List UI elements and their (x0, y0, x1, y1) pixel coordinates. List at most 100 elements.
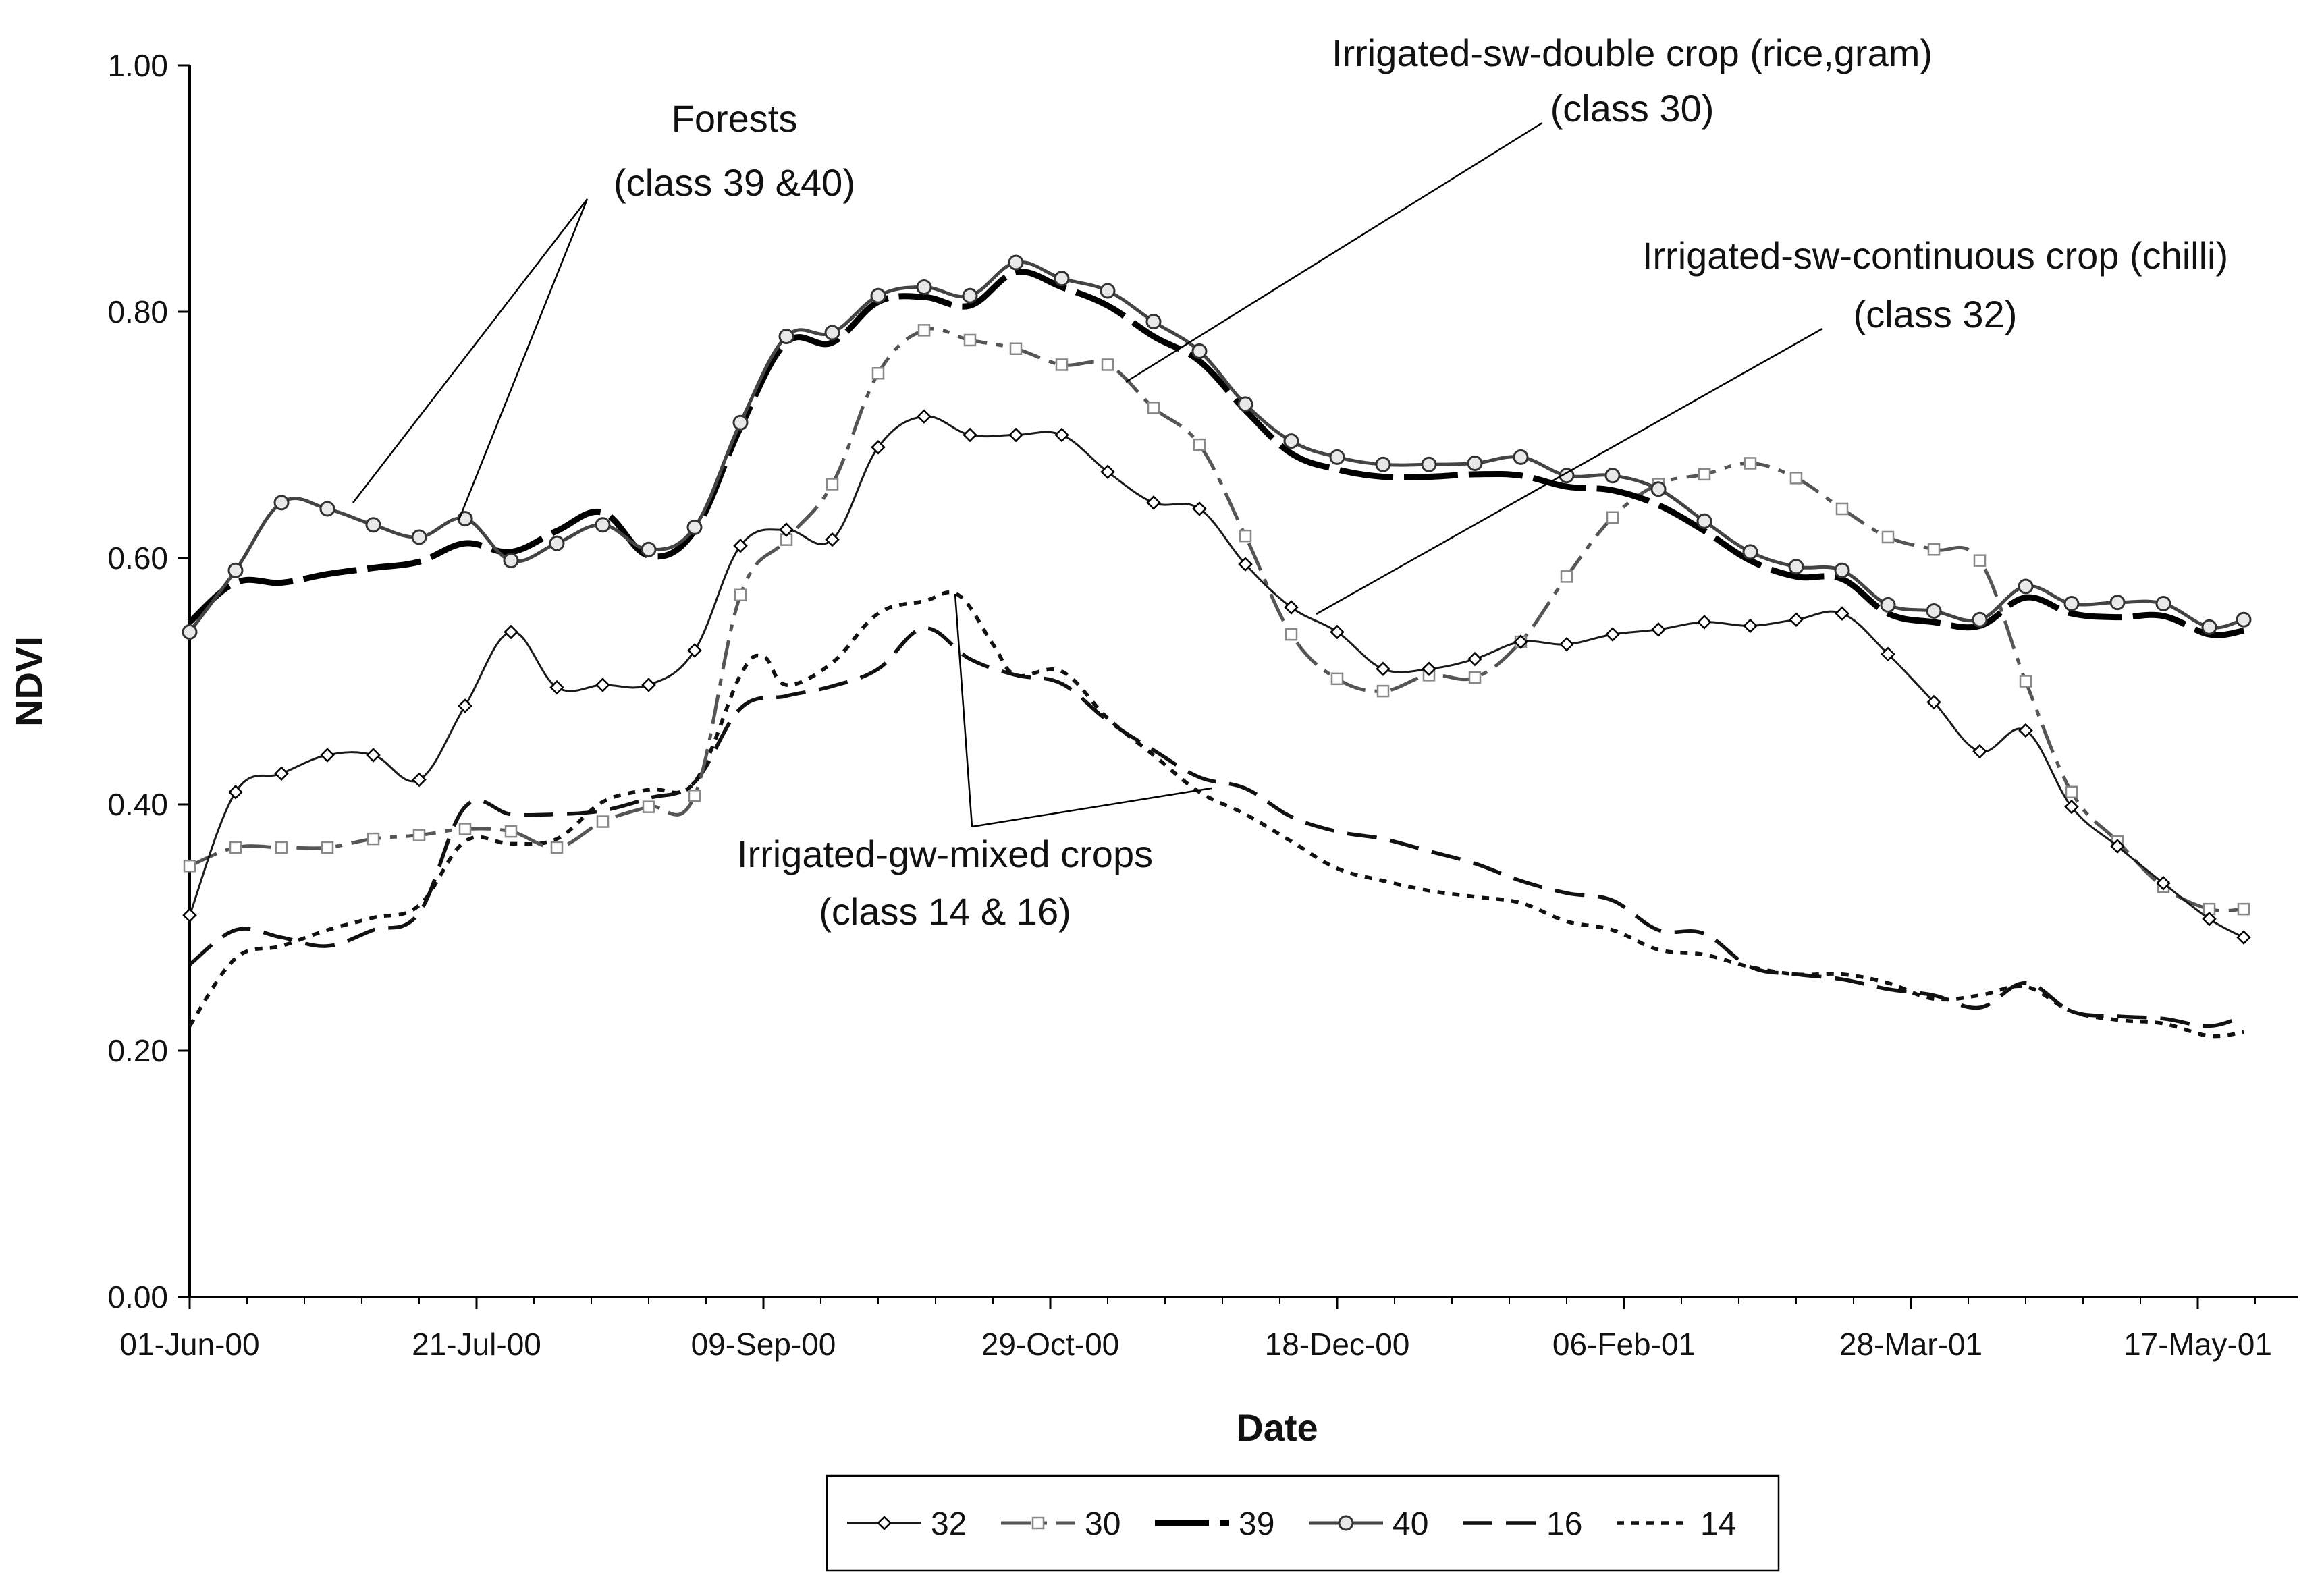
series-16-line (188, 626, 2244, 1028)
series-32-point (274, 766, 289, 781)
series-32-point (504, 624, 518, 640)
series-30-point (917, 324, 931, 337)
series-30-point (1193, 438, 1206, 451)
series-30-point (1927, 543, 1941, 556)
x-tick-label: 21-Jul-00 (412, 1327, 541, 1362)
series-30-point (1147, 402, 1160, 414)
annotation-mixed-crops-line1: Irrigated-gw-mixed crops (737, 833, 1153, 875)
series-40-point (824, 325, 840, 341)
series-30-point (1606, 511, 1619, 524)
legend-label-16: 16 (1546, 1506, 1582, 1542)
series-30-point (596, 815, 610, 828)
series-40-point (411, 529, 427, 545)
series-32-point (320, 748, 335, 763)
series-40-point (1834, 562, 1850, 578)
legend-marker-30 (1031, 1516, 1045, 1530)
series-30-point (1698, 468, 1711, 481)
series-40-point (1742, 544, 1758, 560)
annotation-continuous-crop: Irrigated-sw-continuous crop (chilli) (c… (1316, 234, 2228, 615)
series-40-point (732, 414, 749, 431)
x-ticks: 01-Jun-00 21-Jul-00 09-Sep-00 29-Oct-00 18-D… (119, 1297, 2272, 1362)
series-32-point (1743, 618, 1758, 634)
series-30-point (1285, 628, 1298, 641)
series-40-point (641, 541, 657, 557)
legend-item-16: 16 (1463, 1506, 1582, 1542)
series-40-point (1559, 468, 1575, 484)
leader-forests-2 (458, 198, 589, 520)
y-tick-label: 0.00 (107, 1279, 168, 1315)
series-32-point (733, 538, 748, 553)
series-40-point (1283, 433, 1299, 449)
series-32-point (825, 532, 840, 547)
legend: 32 30 39 40 16 14 (826, 1474, 1780, 1572)
legend-label-14: 14 (1700, 1506, 1736, 1542)
series-30-point (504, 825, 518, 838)
leader-mixed-crops-1 (954, 593, 973, 827)
series-32-point (1330, 624, 1345, 640)
series-30-point (275, 841, 288, 854)
series-32-point (1192, 501, 1207, 516)
series-30-point (1560, 570, 1573, 583)
series-32-point (458, 698, 472, 713)
leader-forests-1 (352, 198, 588, 503)
series-40-point (916, 279, 932, 295)
series-40-point (1375, 456, 1391, 472)
series-40-point (227, 562, 244, 578)
series-layer (182, 254, 2252, 1039)
series-30-point (229, 841, 242, 854)
series-30-point (688, 789, 701, 802)
x-tick-label: 06-Feb-01 (1552, 1327, 1696, 1362)
legend-label-40: 40 (1393, 1506, 1428, 1542)
series-30-point (1330, 672, 1344, 686)
series-40-point (365, 517, 381, 533)
series-32-point (1789, 612, 1804, 628)
series-40 (182, 254, 2252, 640)
annotation-forests-line2: (class 39 &40) (614, 161, 855, 204)
series-32-point (412, 772, 427, 788)
annotation-continuous-crop-line1: Irrigated-sw-continuous crop (chilli) (1642, 234, 2228, 277)
series-32-point (549, 680, 564, 695)
leader-continuous-crop (1316, 327, 1823, 615)
series-30-point (871, 367, 885, 380)
series-40-point (2109, 595, 2126, 611)
series-32-point (1881, 646, 1895, 662)
series-32-point (963, 427, 977, 443)
series-14-line (188, 590, 2244, 1039)
annotation-continuous-crop-line2: (class 32) (1854, 293, 2018, 335)
series-30-point (826, 478, 839, 491)
x-tick-label: 01-Jun-00 (119, 1327, 259, 1362)
series-40-point (503, 553, 519, 569)
series-32-point (1146, 495, 1161, 510)
series-30-point (1239, 529, 1252, 543)
legend-label-30: 30 (1085, 1506, 1120, 1542)
series-30-point (1468, 671, 1482, 684)
legend-marker-32 (877, 1516, 892, 1530)
series-40-point (1054, 271, 1070, 287)
series-40-point (1467, 455, 1483, 471)
series-39 (187, 269, 2244, 638)
series-30-point (1376, 684, 1390, 698)
series-30-point (1881, 530, 1895, 544)
series-30-point (367, 832, 380, 846)
series-40-point (2063, 596, 2080, 612)
series-32-point (779, 522, 794, 537)
series-32-point (687, 643, 702, 658)
series-40-point (1650, 481, 1667, 497)
series-40-point (1880, 597, 1896, 613)
series-32-point (2018, 723, 2033, 738)
y-tick-label: 0.20 (107, 1033, 168, 1068)
series-40-point (1972, 611, 1988, 628)
series-32-point (228, 784, 243, 800)
series-40-point (1926, 603, 1942, 619)
annotations: Forests (class 39 &40) Irrigated-sw-doub… (352, 32, 2228, 933)
series-32-point (1559, 636, 1574, 652)
series-30-point (1101, 358, 1114, 371)
series-40-point (2155, 596, 2171, 612)
series-30-point (1973, 554, 1987, 567)
legend-item-30: 30 (1001, 1506, 1120, 1542)
legend-label-32: 32 (931, 1506, 967, 1542)
leader-double-crop (1125, 121, 1543, 383)
series-40-point (686, 519, 703, 535)
series-40-point (778, 329, 794, 344)
series-40-point (870, 287, 886, 304)
